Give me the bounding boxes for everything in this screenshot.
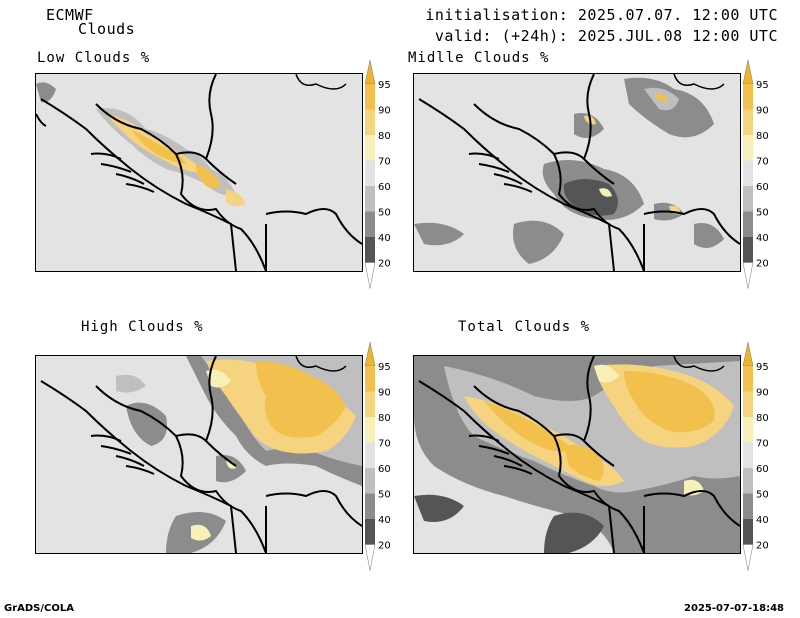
colorbar-tick-label: 80 bbox=[756, 413, 769, 424]
panel-title-low: Low Clouds % bbox=[37, 50, 151, 66]
colorbar-tick-label: 40 bbox=[378, 515, 391, 526]
colorbar-tick-label: 50 bbox=[756, 490, 769, 501]
colorbar-tick-label: 40 bbox=[378, 233, 391, 244]
colorbar-band bbox=[365, 135, 375, 161]
colorbar-band bbox=[743, 186, 753, 212]
colorbar-tick-label: 70 bbox=[378, 439, 391, 450]
colorbar-tick-label: 70 bbox=[756, 157, 769, 168]
colorbar-band bbox=[365, 493, 375, 519]
colorbar-bottom-triangle bbox=[742, 262, 754, 289]
colorbar-tick-label: 20 bbox=[756, 541, 769, 552]
colorbar-band bbox=[743, 417, 753, 443]
colorbar-tick-label: 60 bbox=[378, 182, 391, 193]
colorbar-bottom-triangle bbox=[742, 544, 754, 571]
colorbar-band bbox=[365, 84, 375, 110]
colorbar-tick-label: 50 bbox=[378, 208, 391, 219]
colorbar-tick-label: 90 bbox=[756, 106, 769, 117]
colorbar-tick-label: 95 bbox=[756, 362, 769, 373]
colorbar-band bbox=[365, 366, 375, 392]
colorbar-tick-label: 95 bbox=[378, 362, 391, 373]
panel-title-middle: Midlle Clouds % bbox=[408, 50, 550, 66]
colorbar-tick-label: 60 bbox=[756, 182, 769, 193]
colorbar-band bbox=[365, 211, 375, 237]
colorbar-tick-label: 80 bbox=[756, 131, 769, 142]
colorbar-tick-label: 90 bbox=[378, 388, 391, 399]
colorbar-band bbox=[743, 442, 753, 468]
colorbar-tick-label: 70 bbox=[378, 157, 391, 168]
colorbar-high: 95 90 80 70 60 50 40 20 bbox=[363, 340, 397, 580]
colorbar-band bbox=[743, 109, 753, 135]
colorbar-band bbox=[743, 493, 753, 519]
colorbar-band bbox=[743, 519, 753, 545]
colorbar-band bbox=[365, 109, 375, 135]
colorbar-tick-label: 50 bbox=[378, 490, 391, 501]
colorbar-tick-label: 40 bbox=[756, 515, 769, 526]
colorbar-band bbox=[743, 366, 753, 392]
colorbar-tick-label: 20 bbox=[378, 259, 391, 270]
colorbar-band bbox=[365, 442, 375, 468]
colorbar-band bbox=[743, 160, 753, 186]
colorbar-band bbox=[365, 417, 375, 443]
colorbar-tick-label: 40 bbox=[756, 233, 769, 244]
colorbar-tick-label: 20 bbox=[756, 259, 769, 270]
colorbar-tick-label: 60 bbox=[756, 464, 769, 475]
colorbar-tick-label: 90 bbox=[378, 106, 391, 117]
product-label: Clouds bbox=[78, 20, 136, 38]
colorbar-total: 95 90 80 70 60 50 40 20 bbox=[741, 340, 775, 580]
colorbar-band bbox=[365, 160, 375, 186]
colorbar-top-triangle bbox=[742, 341, 754, 367]
map-panel-middle bbox=[413, 73, 741, 272]
colorbar-tick-label: 95 bbox=[378, 80, 391, 91]
colorbar-tick-label: 20 bbox=[378, 541, 391, 552]
valid-time-label: valid: (+24h): 2025.JUL.08 12:00 UTC bbox=[434, 27, 778, 45]
colorbar-top-triangle bbox=[364, 341, 376, 367]
colorbar-band bbox=[743, 237, 753, 263]
colorbar-middle: 95 90 80 70 60 50 40 20 bbox=[741, 58, 775, 298]
colorbar-tick-label: 80 bbox=[378, 131, 391, 142]
colorbar-band bbox=[743, 468, 753, 494]
colorbar-band bbox=[365, 186, 375, 212]
colorbar-top-triangle bbox=[742, 59, 754, 85]
colorbar-band bbox=[365, 519, 375, 545]
colorbar-tick-label: 80 bbox=[378, 413, 391, 424]
colorbar-band bbox=[365, 391, 375, 417]
colorbar-tick-label: 50 bbox=[756, 208, 769, 219]
colorbar-band bbox=[743, 84, 753, 110]
colorbar-top-triangle bbox=[364, 59, 376, 85]
colorbar-bottom-triangle bbox=[364, 262, 376, 289]
map-panel-total bbox=[413, 355, 741, 554]
initialisation-label: initialisation: 2025.07.07. 12:00 UTC bbox=[425, 6, 778, 24]
colorbar-tick-label: 70 bbox=[756, 439, 769, 450]
colorbar-band bbox=[365, 468, 375, 494]
colorbar-band bbox=[743, 211, 753, 237]
colorbar-tick-label: 95 bbox=[756, 80, 769, 91]
colorbar-band bbox=[743, 135, 753, 161]
colorbar-bottom-triangle bbox=[364, 544, 376, 571]
colorbar-band bbox=[743, 391, 753, 417]
map-panel-high bbox=[35, 355, 363, 554]
colorbar-tick-label: 90 bbox=[756, 388, 769, 399]
footer-software-label: GrADS/COLA bbox=[4, 603, 74, 614]
colorbar-band bbox=[365, 237, 375, 263]
model-label: ECMWF bbox=[46, 6, 94, 24]
panel-title-high: High Clouds % bbox=[81, 319, 204, 335]
colorbar-low: 95 90 80 70 60 50 40 20 bbox=[363, 58, 397, 298]
panel-title-total: Total Clouds % bbox=[458, 319, 591, 335]
map-panel-low bbox=[35, 73, 363, 272]
colorbar-tick-label: 60 bbox=[378, 464, 391, 475]
footer-timestamp-label: 2025-07-07-18:48 bbox=[684, 603, 784, 614]
